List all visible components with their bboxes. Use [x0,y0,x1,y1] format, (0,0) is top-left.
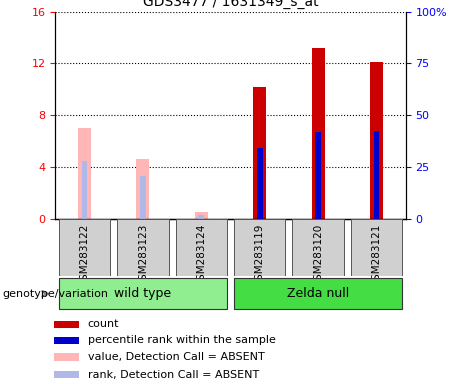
Bar [82,161,88,219]
Text: GSM283119: GSM283119 [254,223,265,287]
Text: count: count [88,319,119,329]
Bar [257,147,263,219]
Text: wild type: wild type [114,286,171,300]
Bar [373,131,379,219]
Bar [234,219,285,276]
Bar [54,336,79,344]
Bar [195,212,208,219]
Bar [136,159,149,219]
Text: Zelda null: Zelda null [287,286,349,300]
Text: rank, Detection Call = ABSENT: rank, Detection Call = ABSENT [88,369,259,379]
Text: genotype/variation: genotype/variation [2,289,108,299]
Text: GSM283121: GSM283121 [372,223,382,287]
Bar [54,321,79,328]
Bar [351,219,402,276]
Bar [234,278,402,310]
Text: GSM283123: GSM283123 [138,223,148,287]
Bar [370,62,383,219]
Text: value, Detection Call = ABSENT: value, Detection Call = ABSENT [88,352,264,362]
Bar [253,87,266,219]
Text: percentile rank within the sample: percentile rank within the sample [88,335,276,345]
Bar [140,176,146,219]
Bar [176,219,227,276]
Bar [315,132,321,219]
Bar [54,353,79,361]
Bar [117,219,169,276]
Text: GSM283124: GSM283124 [196,223,207,287]
Bar [78,128,91,219]
Bar [292,219,344,276]
Text: GSM283122: GSM283122 [79,223,89,287]
Bar [59,219,110,276]
Text: GSM283120: GSM283120 [313,223,323,287]
Bar [198,215,204,219]
Bar [59,278,227,310]
Title: GDS3477 / 1631349_s_at: GDS3477 / 1631349_s_at [143,0,318,9]
Bar [54,371,79,378]
Bar [312,48,325,219]
